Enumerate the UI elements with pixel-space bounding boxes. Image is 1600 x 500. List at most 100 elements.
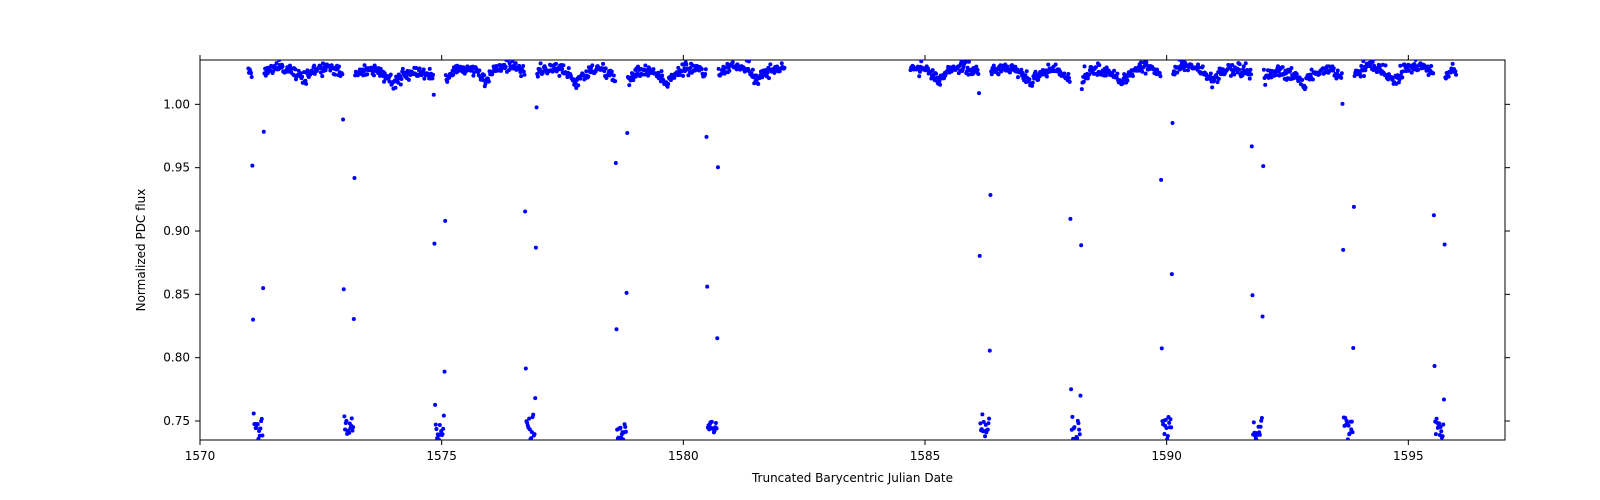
data-point [1033,70,1037,74]
data-point [1252,420,1256,424]
data-point [1045,74,1049,78]
data-point [1359,64,1363,68]
data-point [434,423,438,427]
data-point [1435,417,1439,421]
data-point [1439,429,1443,433]
data-point [1067,76,1071,80]
data-point [1258,433,1262,437]
data-point [1351,430,1355,434]
data-point [782,66,786,70]
data-point [1075,436,1079,440]
data-point [1112,69,1116,73]
data-point [1121,82,1125,86]
data-point [684,62,688,66]
y-tick-label: 0.85 [163,287,190,301]
data-point [727,69,731,73]
data-point [612,74,616,78]
data-point [1259,425,1263,429]
data-point [567,66,571,70]
data-point [678,73,682,77]
data-point [500,67,504,71]
data-point [1274,73,1278,77]
data-point [1027,77,1031,81]
data-point [400,77,404,81]
data-point [258,426,262,430]
data-point [1433,364,1437,368]
data-point [1159,178,1163,182]
data-point [251,318,255,322]
data-point [1248,77,1252,81]
data-point [1339,76,1343,80]
data-point [1442,397,1446,401]
data-point [1340,102,1344,106]
data-point [1160,346,1164,350]
data-point [324,68,328,72]
data-point [1066,72,1070,76]
data-point [514,61,518,65]
data-point [1362,74,1366,78]
data-point [433,403,437,407]
x-tick-label: 1590 [1151,449,1182,463]
data-point [672,76,676,80]
data-point [710,420,714,424]
x-tick-label: 1575 [426,449,457,463]
data-point [347,431,351,435]
data-point [988,349,992,353]
data-point [1238,62,1242,66]
data-point [524,366,528,370]
x-axis-title: Truncated Barycentric Julian Date [751,471,953,485]
data-point [531,413,535,417]
data-point [1097,63,1101,67]
data-point [393,86,397,90]
y-axis-title: Normalized PDC flux [134,189,148,312]
data-point [1210,85,1214,89]
data-point [260,434,264,438]
data-point [643,63,647,67]
data-point [350,429,354,433]
data-point [1289,66,1293,70]
data-point [974,65,978,69]
data-point [1447,75,1451,79]
data-point [561,63,565,67]
data-point [1300,78,1304,82]
data-point [613,79,617,83]
data-point [1437,421,1441,425]
data-point [1079,243,1083,247]
data-point [1244,61,1248,65]
data-point [986,428,990,432]
data-point [1431,71,1435,75]
data-point [560,67,564,71]
y-tick-label: 1.00 [163,97,190,111]
data-point [1069,387,1073,391]
data-point [756,82,760,86]
data-point [917,74,921,78]
data-point [1250,293,1254,297]
data-point [660,74,664,78]
data-point [333,73,337,77]
data-point [252,411,256,415]
data-point [533,432,537,436]
data-point [1072,425,1076,429]
data-point [538,67,542,71]
data-point [535,105,539,109]
y-tick-label: 0.80 [163,351,190,365]
data-point [1351,346,1355,350]
data-point [680,70,684,74]
data-point [964,60,968,64]
data-point [980,412,984,416]
data-point [1304,86,1308,90]
data-point [438,423,442,427]
data-point [768,62,772,66]
data-point [1359,75,1363,79]
data-point [504,65,508,69]
data-point [1443,243,1447,247]
data-point [705,285,709,289]
data-point [1068,80,1072,84]
data-point [1077,428,1081,432]
data-point [1171,121,1175,125]
data-point [625,131,629,135]
data-point [576,83,580,87]
data-point [1340,71,1344,75]
data-point [934,72,938,76]
data-point [1068,217,1072,221]
